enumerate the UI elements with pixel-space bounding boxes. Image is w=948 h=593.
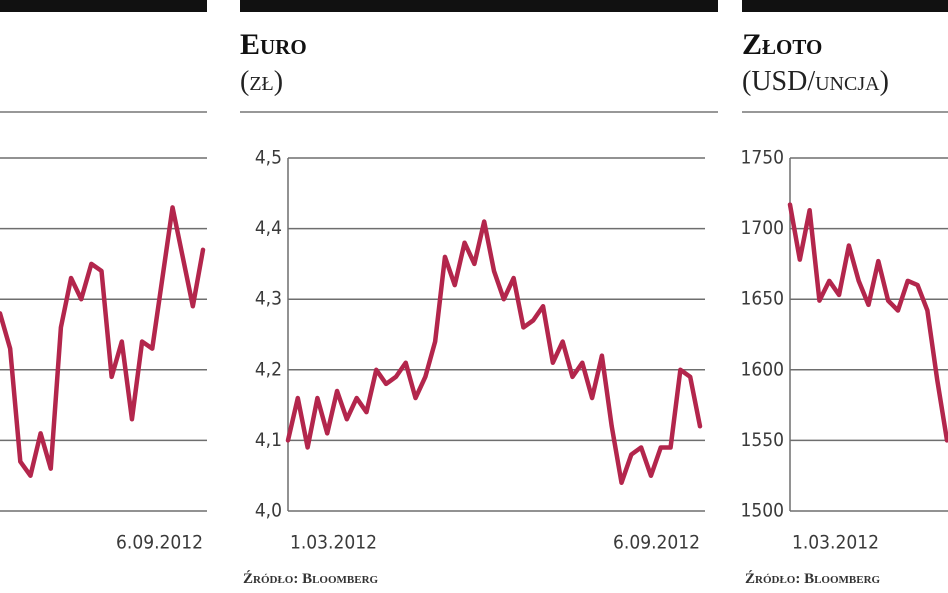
price-line — [787, 202, 948, 443]
y-tick-label: 4,2 — [255, 358, 282, 380]
header-bar — [742, 0, 948, 12]
chart-subtitle: (zł) — [240, 66, 283, 97]
y-tick-label: 1750 — [741, 147, 785, 169]
y-tick-label: 4,3 — [255, 288, 282, 310]
x-tick-label: 6.09.2012 — [613, 532, 700, 554]
x-tick-label: 1.03.2012 — [290, 532, 377, 554]
header-bar — [0, 0, 207, 12]
y-tick-label: 4,4 — [255, 217, 282, 239]
source: Źródło: Bloomberg — [243, 570, 379, 587]
y-tick-label: 4,5 — [255, 147, 282, 169]
y-tick-label: 1650 — [741, 288, 785, 310]
chart-title: Złoto — [742, 28, 822, 61]
x-tick-label: 1.03.2012 — [792, 532, 879, 554]
chart-subtitle: (USD/uncja) — [742, 66, 889, 97]
price-line — [285, 219, 703, 486]
header-bar — [240, 0, 718, 12]
y-tick-label: 1500 — [741, 500, 785, 522]
chart-title: Euro — [240, 28, 307, 61]
price-line — [0, 205, 206, 478]
source: Źródło: Bloomberg — [745, 570, 881, 587]
x-tick-label: 6.09.2012 — [116, 532, 203, 554]
y-tick-label: 4,0 — [255, 500, 282, 522]
y-tick-label: 1700 — [741, 217, 785, 239]
y-tick-label: 1550 — [741, 429, 785, 451]
y-tick-label: 4,1 — [255, 429, 282, 451]
y-tick-label: 1600 — [741, 358, 785, 380]
